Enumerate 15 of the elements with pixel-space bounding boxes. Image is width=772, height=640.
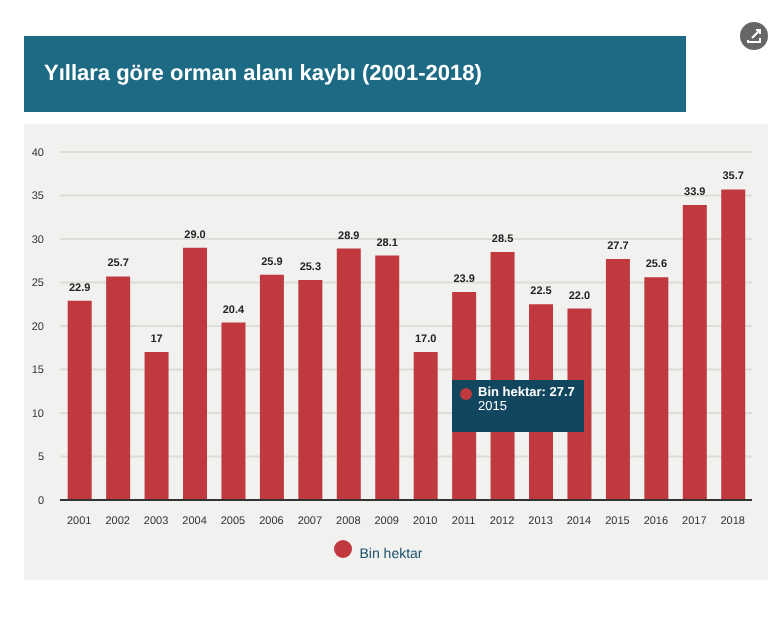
bar <box>375 255 400 500</box>
bar <box>67 300 92 500</box>
bar <box>298 279 323 500</box>
bar <box>644 277 669 500</box>
bar <box>221 322 246 500</box>
chart-title: Yıllara göre orman alanı kaybı (2001-2018) <box>24 36 686 112</box>
bar <box>259 274 284 500</box>
bar <box>721 189 746 500</box>
bar <box>413 352 438 500</box>
bar <box>106 276 131 500</box>
bar <box>183 247 208 500</box>
bar <box>682 205 707 500</box>
bar <box>605 259 630 500</box>
bar <box>144 352 169 500</box>
bar <box>336 248 361 500</box>
